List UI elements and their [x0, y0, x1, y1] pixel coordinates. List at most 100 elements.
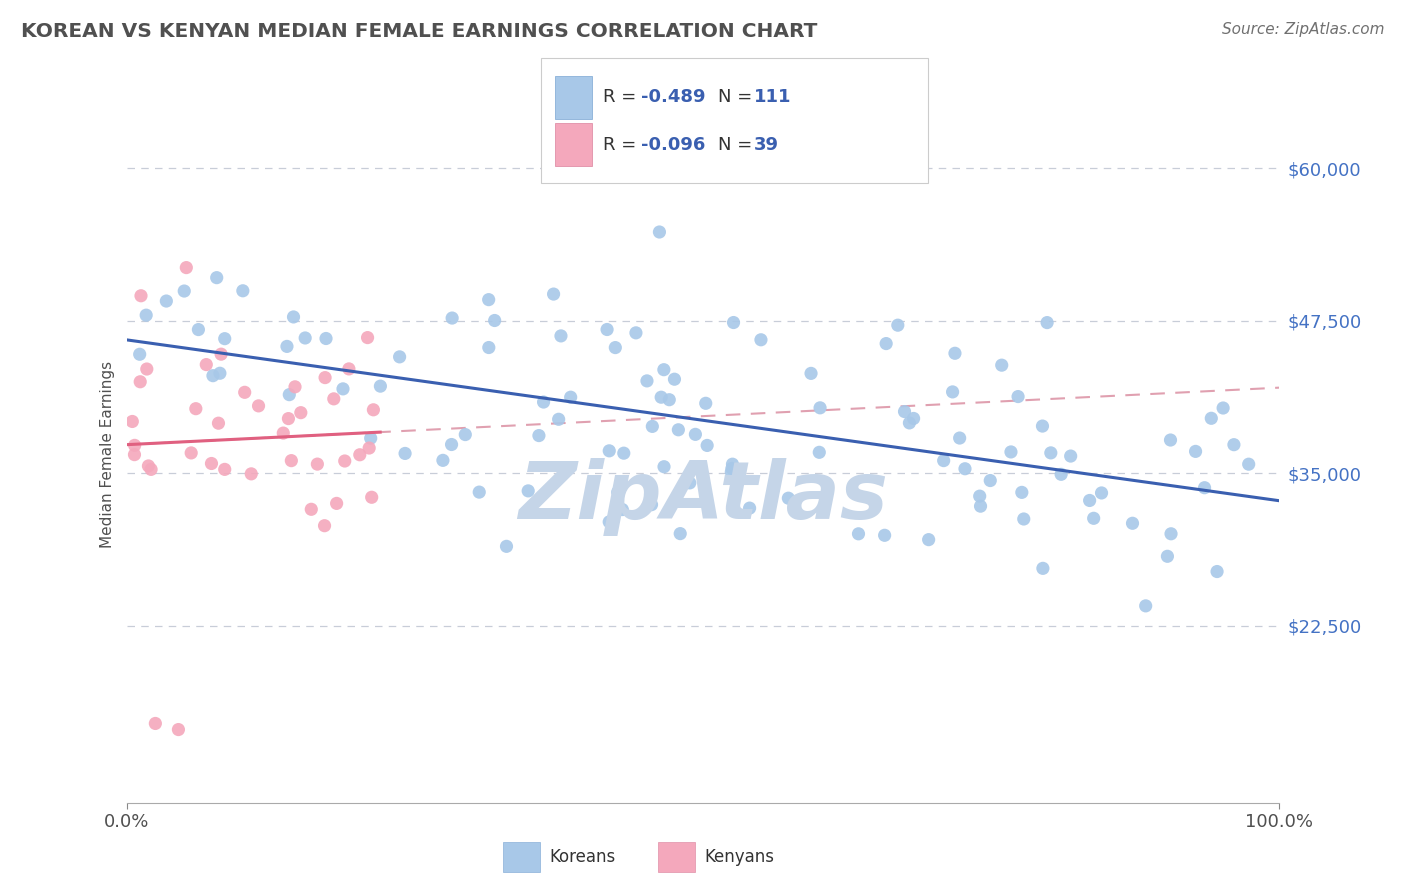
Point — [953, 462, 976, 476]
Point — [1201, 411, 1223, 425]
Point — [1160, 526, 1182, 541]
Point — [124, 448, 146, 462]
Point — [969, 489, 991, 503]
Point — [720, 465, 742, 479]
Text: ZipAtlas: ZipAtlas — [517, 458, 889, 536]
Point — [848, 526, 870, 541]
Point — [145, 716, 166, 731]
Point — [1223, 438, 1246, 452]
Text: N =: N = — [718, 136, 758, 153]
Point — [596, 322, 619, 336]
Text: 111: 111 — [754, 88, 792, 106]
Point — [394, 446, 416, 460]
Point — [721, 461, 744, 475]
Point — [195, 358, 218, 372]
Point — [917, 533, 939, 547]
Point — [356, 330, 378, 344]
Point — [1156, 549, 1178, 564]
Text: -0.489: -0.489 — [641, 88, 706, 106]
Point — [640, 498, 662, 512]
Point — [128, 347, 150, 361]
Point — [898, 416, 921, 430]
Point — [636, 374, 658, 388]
Point — [887, 318, 910, 333]
Text: -0.096: -0.096 — [641, 136, 706, 153]
Point — [233, 385, 256, 400]
Point — [650, 390, 672, 404]
Point — [1032, 561, 1054, 575]
Point — [332, 382, 354, 396]
Point — [1083, 511, 1105, 525]
Point — [314, 370, 336, 384]
Point — [527, 428, 550, 442]
Point — [187, 322, 209, 336]
Point — [612, 502, 634, 516]
Point — [517, 483, 540, 498]
Point — [440, 437, 463, 451]
Point — [208, 366, 231, 380]
Point — [696, 438, 718, 452]
Point — [388, 350, 411, 364]
Point — [276, 339, 298, 353]
Point — [214, 332, 236, 346]
Point — [949, 431, 972, 445]
Text: 39: 39 — [754, 136, 779, 153]
Point — [322, 392, 344, 406]
Point — [1036, 316, 1059, 330]
Point — [333, 454, 356, 468]
Point — [359, 441, 381, 455]
Point — [1011, 485, 1033, 500]
Point — [606, 485, 628, 500]
Point — [121, 415, 143, 429]
Point — [979, 474, 1001, 488]
Point — [652, 459, 675, 474]
Point — [969, 499, 991, 513]
Point — [695, 396, 717, 410]
Point — [624, 326, 647, 340]
Point — [478, 293, 501, 307]
Point — [808, 401, 831, 415]
Point — [652, 362, 675, 376]
Point — [1031, 419, 1053, 434]
Point — [184, 401, 207, 416]
Point — [325, 496, 347, 510]
Point — [550, 329, 572, 343]
Point — [370, 379, 392, 393]
Point — [337, 362, 360, 376]
Point — [349, 448, 371, 462]
Point — [990, 358, 1012, 372]
Point — [1007, 390, 1029, 404]
Point — [749, 333, 772, 347]
Point — [201, 368, 224, 383]
Text: N =: N = — [718, 88, 758, 106]
Point — [1212, 401, 1234, 415]
Point — [1078, 493, 1101, 508]
Point — [1000, 445, 1022, 459]
Point — [1012, 512, 1035, 526]
Point — [685, 427, 707, 442]
Point — [1060, 449, 1083, 463]
Point — [778, 491, 800, 506]
Point — [205, 270, 228, 285]
Point — [648, 225, 671, 239]
Point — [478, 341, 501, 355]
Point — [129, 289, 152, 303]
Point — [1135, 599, 1157, 613]
Point — [1160, 433, 1182, 447]
Point — [932, 453, 955, 467]
Point — [495, 539, 517, 553]
Point — [1039, 446, 1062, 460]
Point — [723, 316, 745, 330]
Text: Koreans: Koreans — [550, 848, 616, 866]
Point — [200, 457, 222, 471]
Point — [1121, 516, 1143, 531]
Point — [173, 284, 195, 298]
Point — [155, 293, 177, 308]
Point — [808, 445, 831, 459]
Point — [1194, 481, 1216, 495]
Point — [209, 347, 232, 361]
Point — [232, 284, 254, 298]
Point — [560, 390, 582, 404]
Point — [605, 341, 627, 355]
Point — [484, 313, 506, 327]
